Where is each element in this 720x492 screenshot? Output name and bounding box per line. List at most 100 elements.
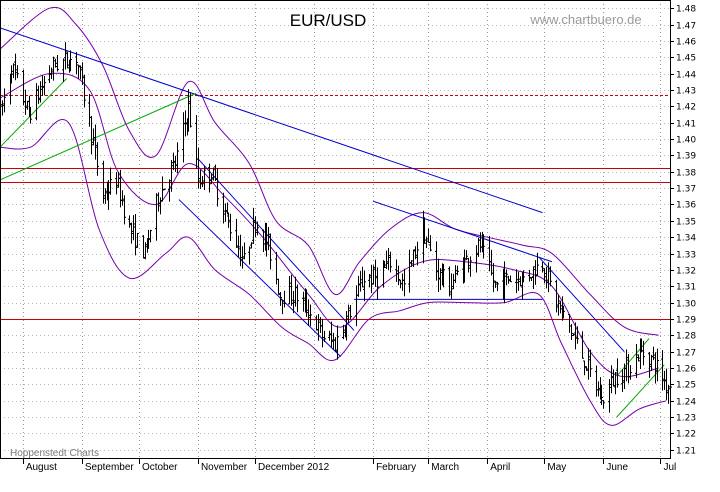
ohlc-bar — [90, 115, 93, 155]
ohlc-bar — [149, 229, 152, 243]
ohlc-bar — [77, 64, 80, 79]
ohlc-bar — [161, 176, 164, 202]
ohlc-bar — [79, 65, 82, 80]
ohlc-bar — [248, 246, 251, 265]
ohlc-bar — [41, 75, 44, 96]
ohlc-bar — [309, 304, 312, 327]
ohlc-bar — [456, 265, 459, 276]
price-bars — [0, 42, 672, 413]
y-tick-label: 1.28 — [676, 332, 696, 342]
ohlc-bar — [549, 266, 552, 287]
ohlc-bar — [494, 280, 497, 288]
ohlc-bar — [602, 400, 605, 409]
ohlc-bar — [281, 299, 284, 315]
ohlc-bar — [410, 260, 413, 267]
ohlc-bar — [102, 160, 105, 204]
trendline — [178, 199, 342, 357]
ohlc-bar — [56, 55, 59, 72]
y-tick-label: 1.43 — [676, 87, 696, 97]
ohlc-bar — [562, 305, 565, 319]
trendline — [197, 158, 355, 331]
bollinger-lower-band — [0, 119, 667, 426]
ohlc-bar — [621, 368, 624, 392]
ohlc-bar — [142, 235, 145, 259]
ohlc-bar — [315, 315, 318, 331]
ohlc-bar — [345, 311, 348, 341]
y-tick-label: 1.25 — [676, 381, 696, 391]
ohlc-bar — [35, 83, 38, 121]
ohlc-bar — [663, 370, 666, 390]
ohlc-bar — [667, 385, 670, 404]
y-tick-label: 1.36 — [676, 201, 696, 211]
y-tick-label: 1.45 — [676, 54, 696, 64]
ohlc-bar — [383, 260, 386, 268]
ohlc-bar — [403, 268, 406, 297]
ohlc-bar — [292, 290, 295, 314]
ohlc-bar — [187, 89, 190, 132]
ohlc-bar — [359, 271, 362, 292]
ohlc-bar — [389, 251, 392, 273]
ohlc-bar — [214, 164, 217, 182]
ohlc-bar — [336, 325, 339, 360]
ohlc-bar — [184, 110, 187, 137]
ohlc-bar — [210, 173, 213, 185]
ohlc-bar — [224, 203, 227, 222]
ohlc-bar — [387, 247, 390, 270]
horizontal-levels — [0, 95, 670, 320]
ohlc-bar — [412, 249, 415, 268]
ohlc-bar — [454, 265, 457, 284]
y-tick-label: 1.35 — [676, 218, 696, 228]
ohlc-bar — [612, 369, 615, 387]
ohlc-bar — [16, 65, 19, 79]
ohlc-bar — [132, 215, 135, 241]
ohlc-bar — [505, 269, 508, 286]
ohlc-bar — [254, 216, 257, 238]
x-tick-label: March — [431, 462, 459, 473]
y-tick-label: 1.41 — [676, 120, 696, 130]
ohlc-bar — [541, 261, 544, 273]
ohlc-bar — [532, 266, 535, 290]
ohlc-bar — [144, 242, 147, 260]
ohlc-bar — [557, 294, 560, 316]
ohlc-bar — [469, 256, 472, 277]
ohlc-bar — [515, 269, 518, 294]
ohlc-bar — [425, 236, 428, 248]
ohlc-bar — [507, 275, 510, 284]
ohlc-bar — [147, 229, 150, 249]
y-tick-label: 1.31 — [676, 283, 696, 293]
ohlc-bar — [229, 213, 232, 242]
ohlc-bar — [24, 89, 27, 115]
ohlc-bar — [39, 81, 42, 103]
y-tick-label: 1.24 — [676, 398, 696, 408]
ohlc-bar — [608, 379, 611, 413]
ohlc-bar — [465, 250, 468, 261]
ohlc-bar — [408, 249, 411, 293]
ohlc-bar — [243, 242, 246, 260]
ohlc-bar — [216, 168, 219, 207]
x-axis: August September October November December 2… — [23, 458, 676, 473]
ohlc-bar — [128, 215, 131, 228]
ohlc-bar — [265, 222, 268, 257]
ohlc-bar — [496, 281, 499, 292]
ohlc-bar — [600, 384, 603, 406]
y-tick-label: 1.26 — [676, 365, 696, 375]
ohlc-bar — [522, 270, 525, 283]
ohlc-bar — [296, 284, 299, 313]
trendline — [0, 78, 67, 148]
y-tick-label: 1.39 — [676, 152, 696, 162]
ohlc-bar — [29, 106, 32, 124]
y-tick-label: 1.34 — [676, 234, 696, 244]
ohlc-bar — [107, 180, 110, 210]
y-tick-label: 1.33 — [676, 251, 696, 261]
ohlc-bar — [279, 292, 282, 306]
ohlc-bar — [222, 192, 225, 224]
ohlc-bar — [395, 259, 398, 282]
x-tick-label: April — [490, 462, 510, 473]
ohlc-bar — [414, 246, 417, 260]
ohlc-bar — [241, 246, 244, 269]
ohlc-bar — [267, 226, 270, 251]
y-tick-label: 1.21 — [676, 447, 696, 457]
